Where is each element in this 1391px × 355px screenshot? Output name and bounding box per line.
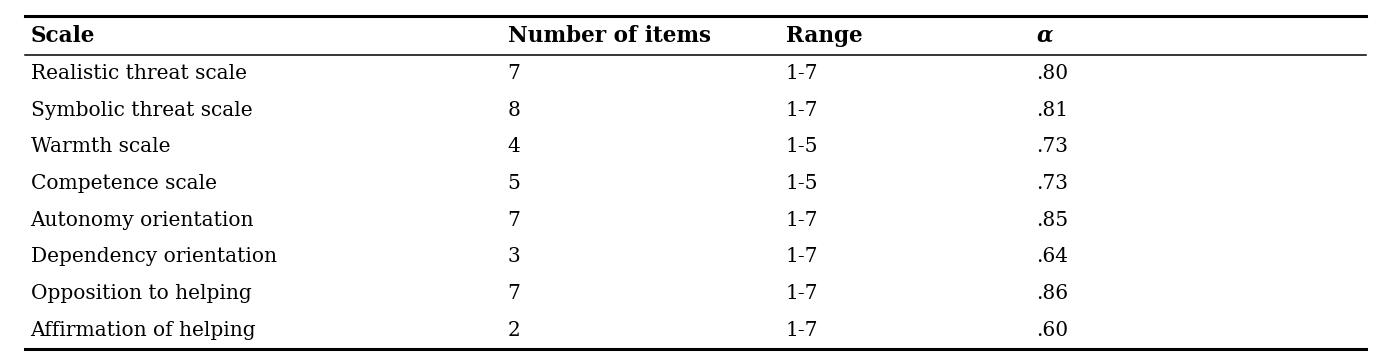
Text: 1-5: 1-5 xyxy=(786,174,818,193)
Text: 7: 7 xyxy=(508,64,520,83)
Text: Dependency orientation: Dependency orientation xyxy=(31,247,277,266)
Text: 1-7: 1-7 xyxy=(786,64,818,83)
Text: Scale: Scale xyxy=(31,24,95,47)
Text: 2: 2 xyxy=(508,321,520,340)
Text: 5: 5 xyxy=(508,174,520,193)
Text: Autonomy orientation: Autonomy orientation xyxy=(31,211,255,230)
Text: 4: 4 xyxy=(508,137,520,156)
Text: Opposition to helping: Opposition to helping xyxy=(31,284,252,303)
Text: Warmth scale: Warmth scale xyxy=(31,137,170,156)
Text: Range: Range xyxy=(786,24,862,47)
Text: .60: .60 xyxy=(1036,321,1068,340)
Text: 1-7: 1-7 xyxy=(786,211,818,230)
Text: .80: .80 xyxy=(1036,64,1068,83)
Text: Affirmation of helping: Affirmation of helping xyxy=(31,321,256,340)
Text: 1-5: 1-5 xyxy=(786,137,818,156)
Text: 7: 7 xyxy=(508,284,520,303)
Text: .81: .81 xyxy=(1036,100,1068,120)
Text: 1-7: 1-7 xyxy=(786,284,818,303)
Text: Number of items: Number of items xyxy=(508,24,711,47)
Text: 8: 8 xyxy=(508,100,520,120)
Text: 7: 7 xyxy=(508,211,520,230)
Text: .85: .85 xyxy=(1036,211,1068,230)
Text: 3: 3 xyxy=(508,247,520,266)
Text: .73: .73 xyxy=(1036,174,1068,193)
Text: .86: .86 xyxy=(1036,284,1068,303)
Text: 1-7: 1-7 xyxy=(786,100,818,120)
Text: Symbolic threat scale: Symbolic threat scale xyxy=(31,100,252,120)
Text: Realistic threat scale: Realistic threat scale xyxy=(31,64,246,83)
Text: 1-7: 1-7 xyxy=(786,321,818,340)
Text: 1-7: 1-7 xyxy=(786,247,818,266)
Text: .64: .64 xyxy=(1036,247,1068,266)
Text: .73: .73 xyxy=(1036,137,1068,156)
Text: α: α xyxy=(1036,24,1053,47)
Text: Competence scale: Competence scale xyxy=(31,174,217,193)
